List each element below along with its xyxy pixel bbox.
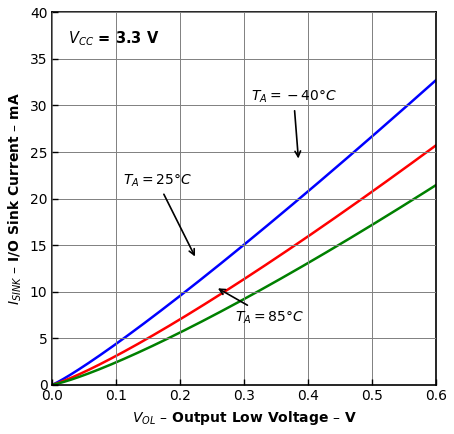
X-axis label: $V_{OL}$ – Output Low Voltage – V: $V_{OL}$ – Output Low Voltage – V bbox=[132, 409, 356, 427]
Text: $T_A = -40°C$: $T_A = -40°C$ bbox=[251, 89, 336, 157]
Text: $T_A = 85°C$: $T_A = 85°C$ bbox=[219, 289, 303, 326]
Y-axis label: $I_{SINK}$ – I/O Sink Current – mA: $I_{SINK}$ – I/O Sink Current – mA bbox=[7, 92, 25, 305]
Text: $T_A = 25°C$: $T_A = 25°C$ bbox=[123, 173, 194, 255]
Text: $V_{CC}$ = 3.3 V: $V_{CC}$ = 3.3 V bbox=[68, 29, 159, 48]
